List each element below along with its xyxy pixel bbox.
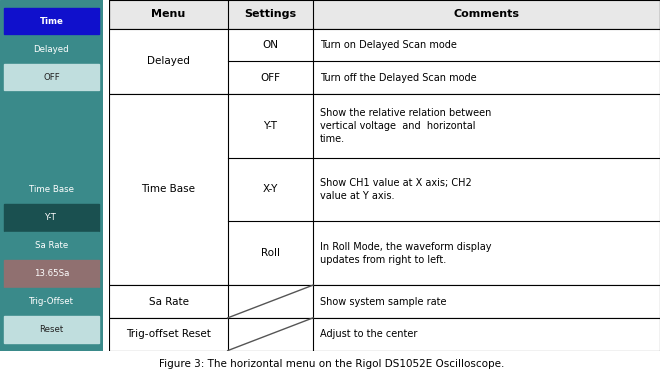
Text: Adjust to the center: Adjust to the center <box>320 329 417 339</box>
Bar <box>109 285 660 318</box>
Text: Settings: Settings <box>244 9 296 19</box>
Text: Show CH1 value at X axis; CH2
value at Y axis.: Show CH1 value at X axis; CH2 value at Y… <box>320 178 471 201</box>
Bar <box>4 92 99 175</box>
Text: Show the relative relation between
vertical voltage  and  horizontal
time.: Show the relative relation between verti… <box>320 107 491 144</box>
Text: OFF: OFF <box>43 73 60 82</box>
Text: In Roll Mode, the waveform display
updates from right to left.: In Roll Mode, the waveform display updat… <box>320 242 491 265</box>
Bar <box>4 204 99 231</box>
Text: Sa Rate: Sa Rate <box>34 241 68 250</box>
Bar <box>4 260 99 287</box>
Text: Menu: Menu <box>151 9 186 19</box>
Text: Roll: Roll <box>261 248 280 258</box>
Text: Figure 3: The horizontal menu on the Rigol DS1052E Oscilloscope.: Figure 3: The horizontal menu on the Rig… <box>159 359 504 369</box>
Bar <box>109 318 660 351</box>
Text: Show system sample rate: Show system sample rate <box>320 296 446 307</box>
Text: Time Base: Time Base <box>142 184 196 195</box>
Bar <box>4 36 99 63</box>
Bar <box>4 316 99 343</box>
Bar <box>109 0 660 29</box>
Text: 13.65Sa: 13.65Sa <box>34 269 69 278</box>
Text: Time: Time <box>39 17 64 26</box>
Text: Reset: Reset <box>39 325 64 334</box>
Text: Trig-Offset: Trig-Offset <box>29 297 74 306</box>
Bar <box>109 94 660 285</box>
Text: Turn off the Delayed Scan mode: Turn off the Delayed Scan mode <box>320 72 476 83</box>
Text: Y-T: Y-T <box>46 213 57 222</box>
Bar <box>4 232 99 259</box>
Bar <box>4 8 99 34</box>
Text: ON: ON <box>263 40 278 50</box>
Text: Delayed: Delayed <box>147 56 190 66</box>
Text: OFF: OFF <box>261 72 280 83</box>
Text: Time Base: Time Base <box>29 185 74 194</box>
Bar <box>109 29 660 94</box>
Text: Turn on Delayed Scan mode: Turn on Delayed Scan mode <box>320 40 457 50</box>
Text: Delayed: Delayed <box>34 44 69 54</box>
Text: Trig-offset Reset: Trig-offset Reset <box>126 329 211 339</box>
Text: X-Y: X-Y <box>263 184 278 195</box>
Bar <box>4 288 99 315</box>
Text: Comments: Comments <box>453 9 519 19</box>
Text: Sa Rate: Sa Rate <box>149 296 188 307</box>
Bar <box>4 176 99 203</box>
Bar <box>4 64 99 90</box>
Text: Y-T: Y-T <box>263 121 277 131</box>
